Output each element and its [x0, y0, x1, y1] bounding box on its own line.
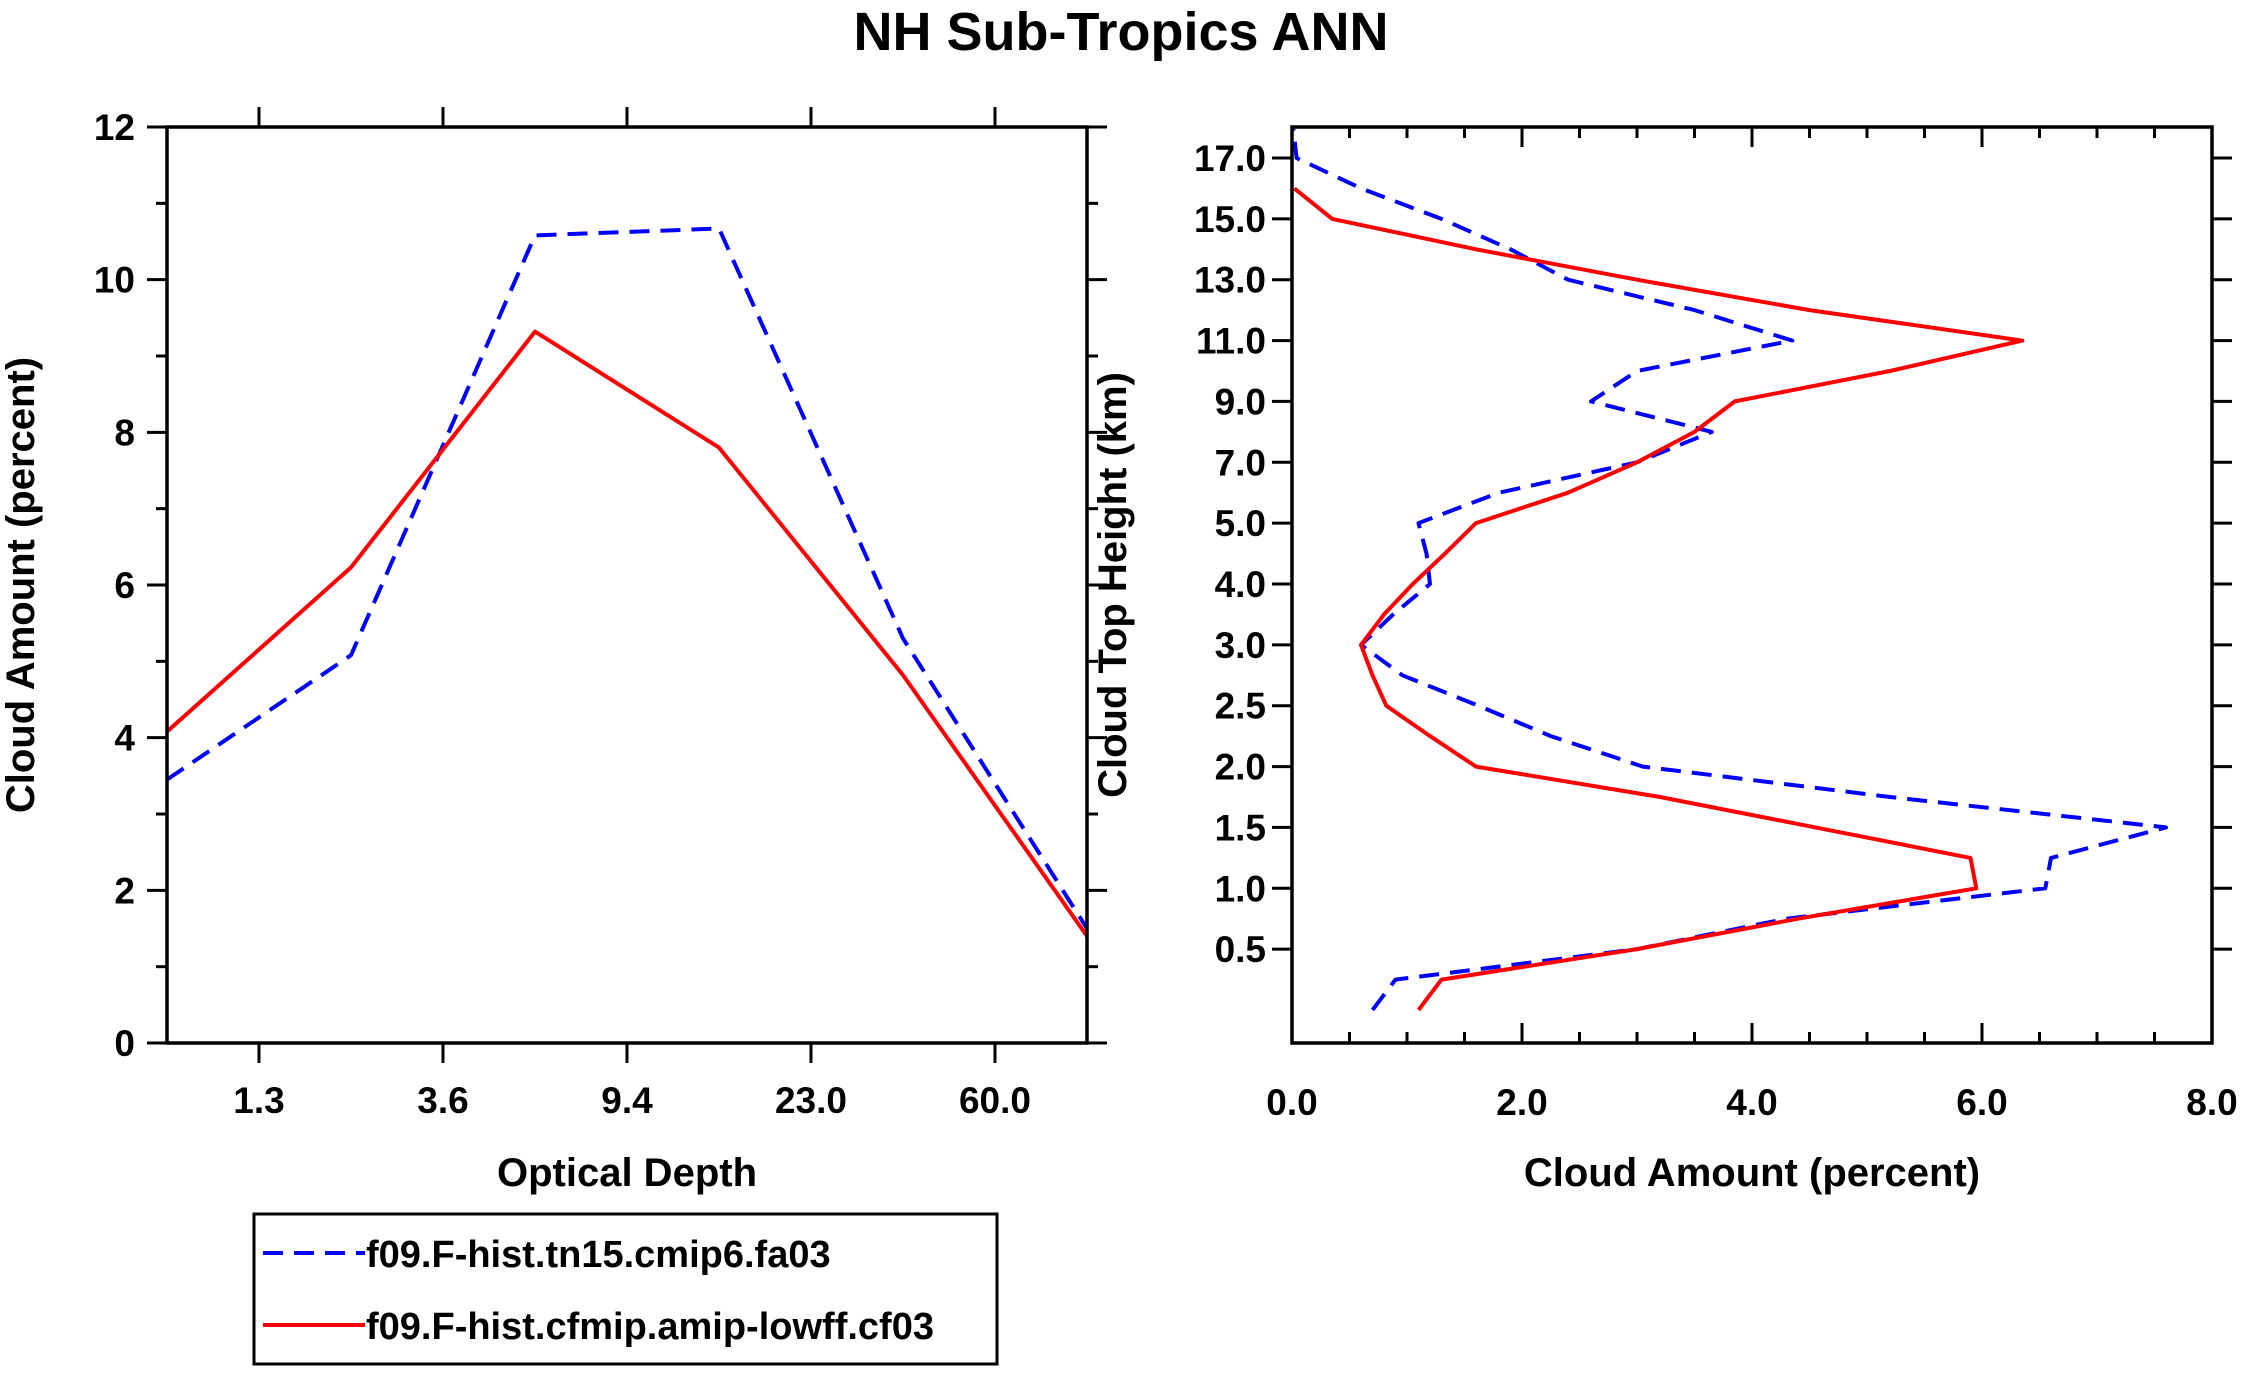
y-tick-label: 8: [114, 412, 135, 453]
legend: f09.F-hist.tn15.cmip6.fa03 f09.F-hist.cf…: [252, 1212, 999, 1366]
y-tick-label: 4.0: [1215, 564, 1266, 605]
series-line-cf03: [1293, 186, 2025, 1012]
x-tick-label: 3.6: [417, 1080, 468, 1121]
plot-frame: [165, 125, 1089, 1045]
y-tick-label: 2.0: [1215, 747, 1266, 788]
x-tick-label: 6.0: [1956, 1082, 2007, 1123]
y-tick-label: 11.0: [1196, 321, 1266, 362]
x-tick-label: 23.0: [775, 1080, 847, 1121]
y-tick-label: 7.0: [1215, 442, 1266, 483]
y-tick-label: 1.0: [1215, 868, 1266, 909]
tick-layer: 0.0 2.0 4.0 6.0 8.0 0.5 1.0 1.5 2.0 2.5 3.0 4.0 5.0 7…: [1194, 127, 2238, 1123]
y-tick-label: 12: [94, 107, 135, 148]
x-axis-label: Optical Depth: [497, 1151, 757, 1195]
x-tick-label: 1.3: [233, 1080, 284, 1121]
legend-box: [252, 1212, 999, 1366]
y-tick-label: 9.0: [1215, 381, 1266, 422]
series-layer: [1291, 127, 2168, 1012]
figure-title: NH Sub-Tropics ANN: [853, 2, 1388, 62]
y-tick-label: 0.5: [1215, 929, 1266, 970]
y-tick-label: 15.0: [1194, 199, 1266, 240]
y-axis-label: Cloud Amount (percent): [0, 357, 43, 813]
y-tick-label: 17.0: [1194, 138, 1266, 179]
x-tick-label: 2.0: [1496, 1082, 1547, 1123]
series-line-fa03: [165, 226, 1089, 930]
x-tick-label: 60.0: [959, 1080, 1031, 1121]
x-tick-label: 4.0: [1726, 1082, 1777, 1123]
series-line-fa03: [1291, 127, 2168, 1012]
y-tick-label: 2: [114, 870, 135, 911]
series-line-cf03: [165, 329, 1089, 938]
y-tick-label: 0: [114, 1023, 135, 1064]
y-tick-label: 6: [114, 565, 135, 606]
x-tick-label: 0.0: [1266, 1082, 1317, 1123]
tick-layer: 0 2 4 6 8 10 12 1.3 3.6 9.4 23.0 60.0: [94, 107, 1107, 1121]
x-axis-label: Cloud Amount (percent): [1524, 1151, 1980, 1195]
y-tick-label: 13.0: [1194, 260, 1266, 301]
y-tick-label: 5.0: [1215, 503, 1266, 544]
y-tick-label: 3.0: [1215, 625, 1266, 666]
y-axis-label: Cloud Top Height (km): [1091, 372, 1135, 798]
series-layer: [165, 226, 1089, 938]
x-tick-label: 8.0: [2186, 1082, 2237, 1123]
plot-frame: [1290, 125, 2214, 1045]
y-tick-label: 10: [94, 260, 135, 301]
y-tick-label: 4: [114, 718, 135, 759]
y-tick-label: 1.5: [1215, 807, 1266, 848]
legend-label: f09.F-hist.cfmip.amip-lowff.cf03: [366, 1306, 934, 1348]
legend-label: f09.F-hist.tn15.cmip6.fa03: [366, 1234, 831, 1276]
optical-depth-panel: 0 2 4 6 8 10 12 1.3 3.6 9.4 23.0 60.0 Optical Depth…: [0, 107, 1107, 1195]
x-tick-label: 9.4: [601, 1080, 653, 1121]
cloud-top-height-panel: 0.0 2.0 4.0 6.0 8.0 0.5 1.0 1.5 2.0 2.5 3.0 4.0 5.0 7…: [1091, 125, 2238, 1195]
y-tick-label: 2.5: [1215, 686, 1266, 727]
